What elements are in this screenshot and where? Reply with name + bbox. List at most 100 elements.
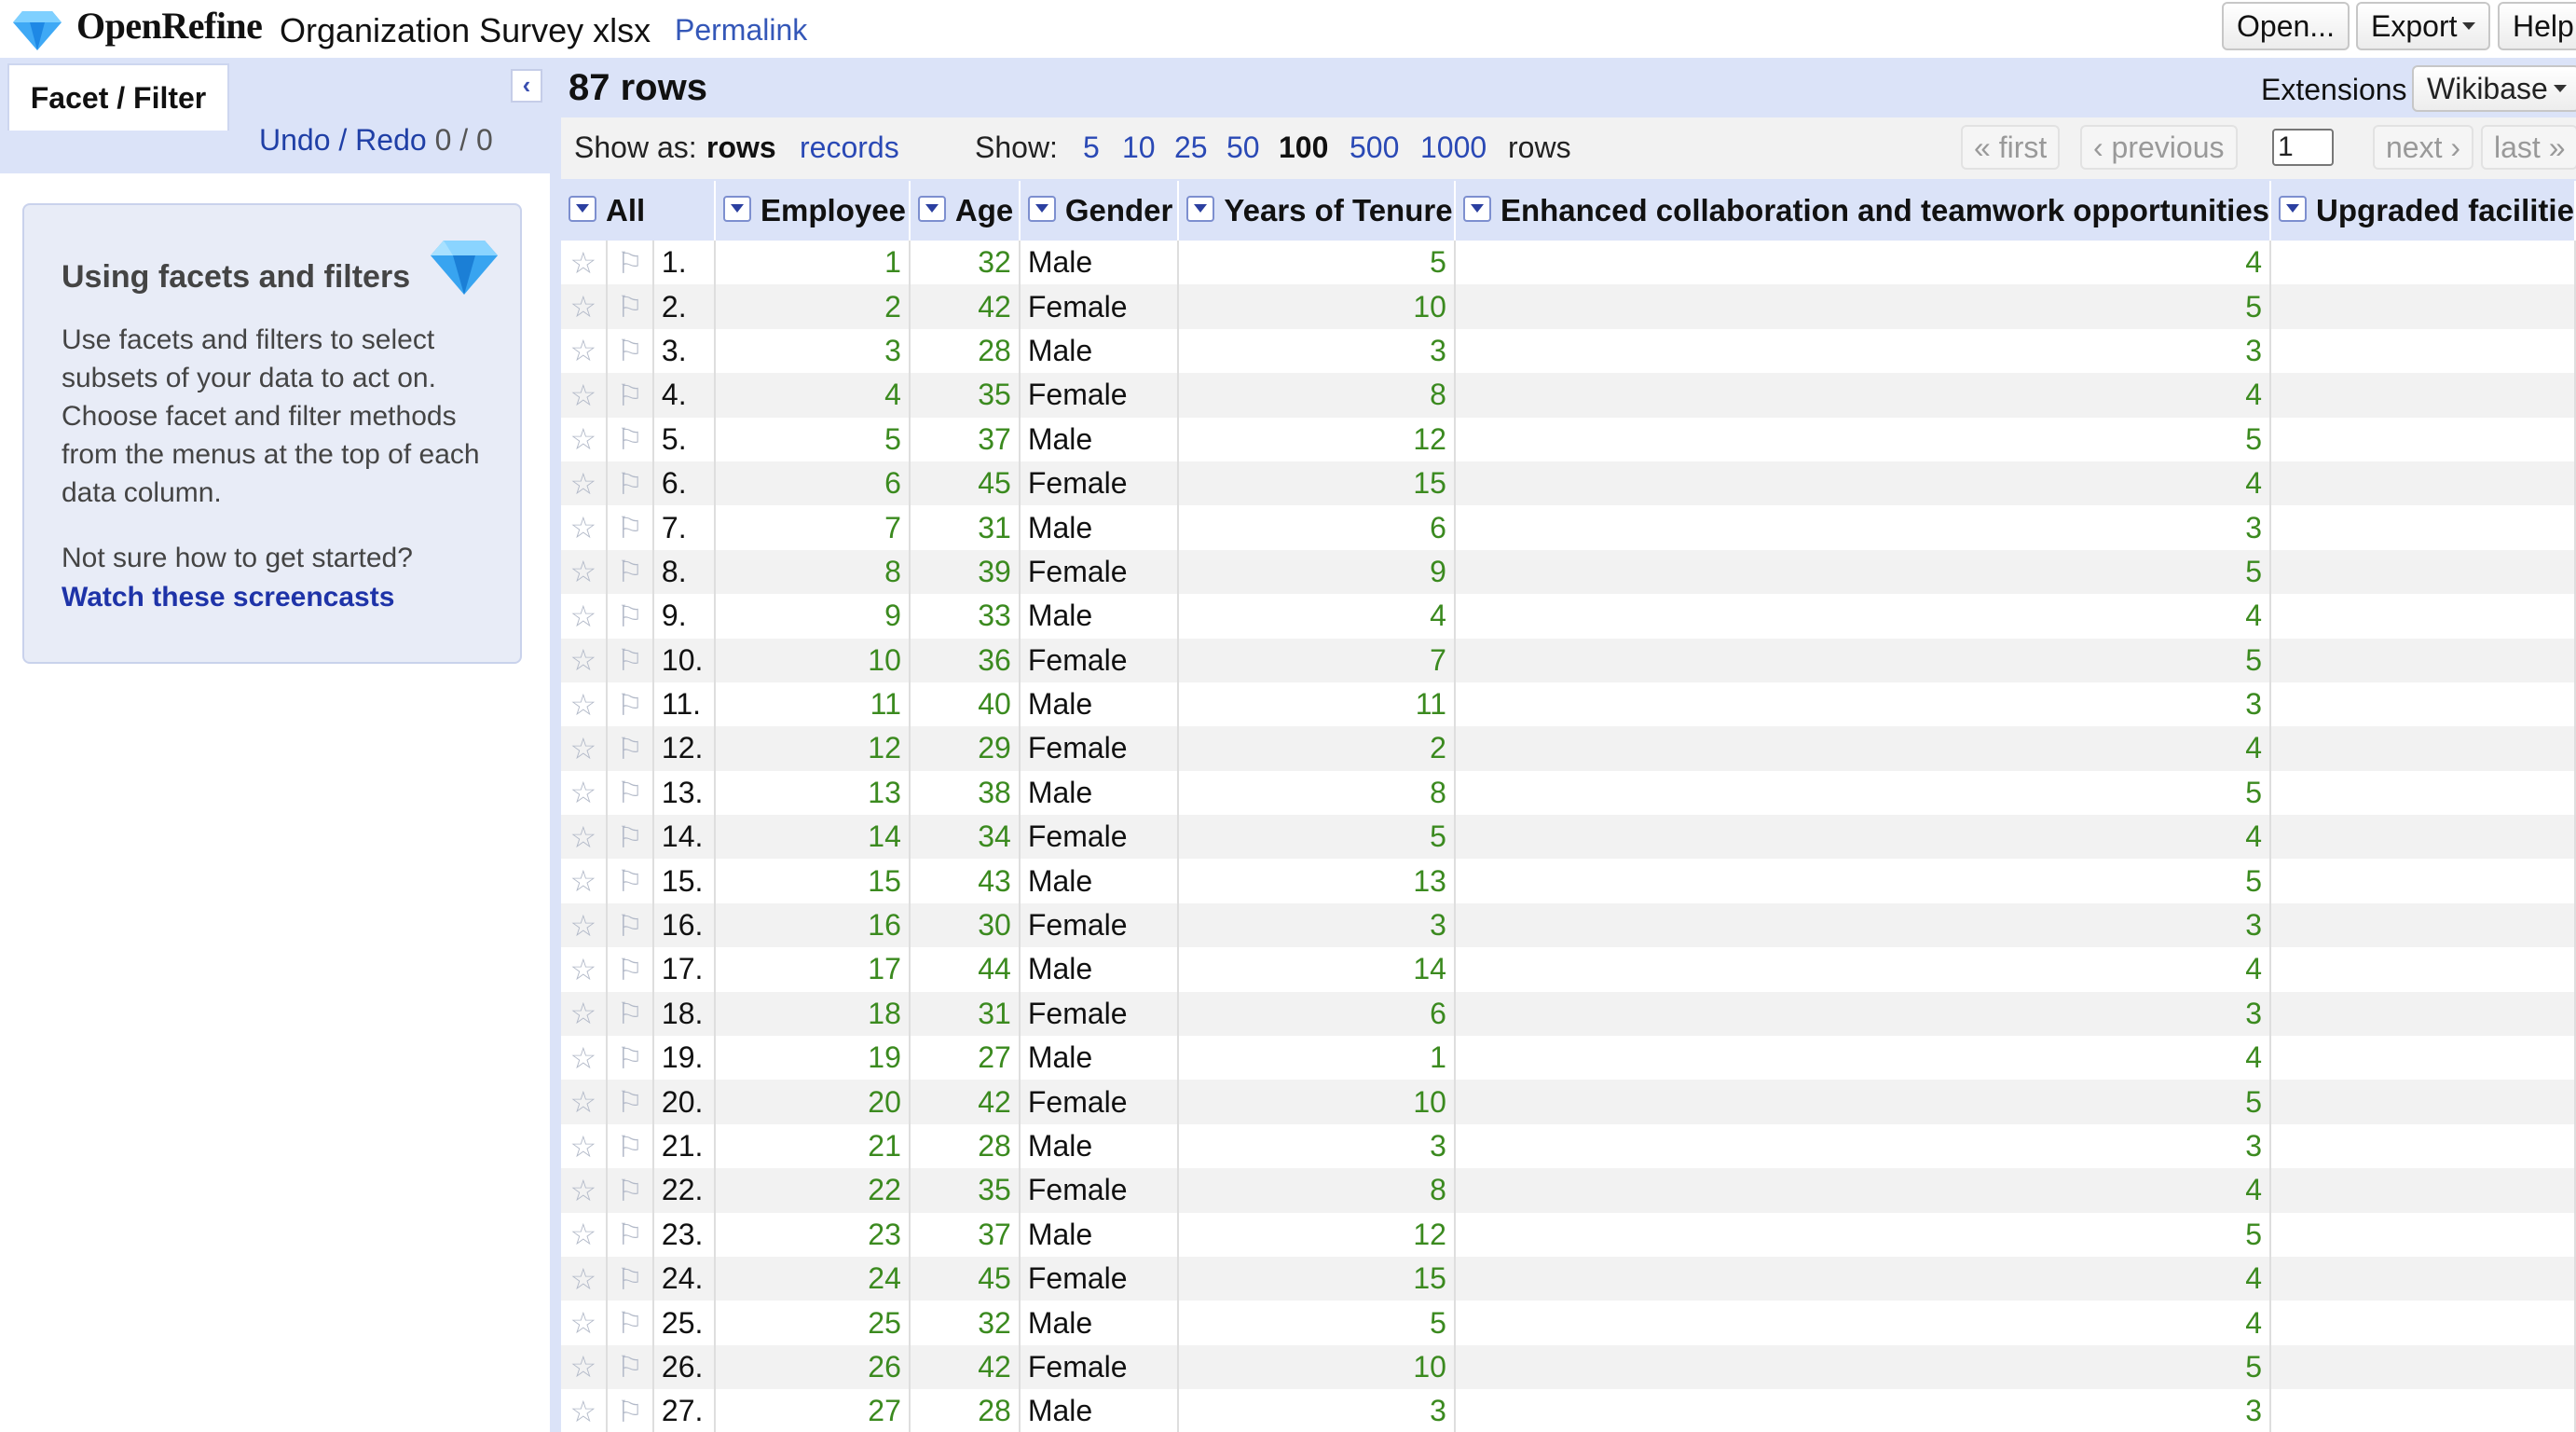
cell-employee[interactable]: 10 — [715, 638, 911, 682]
flag-icon[interactable]: ⚐ — [606, 417, 654, 461]
cell-tenure[interactable]: 2 — [1178, 726, 1456, 771]
page-size-100[interactable]: 100 — [1279, 131, 1329, 164]
cell-gender[interactable]: Male — [1019, 859, 1180, 903]
cell-collaboration[interactable]: 5 — [1454, 638, 2272, 682]
cell-gender[interactable]: Male — [1019, 1389, 1180, 1432]
cell-gender[interactable]: Male — [1019, 328, 1180, 374]
cell-employee[interactable]: 5 — [715, 417, 911, 461]
column-menu-icon[interactable] — [917, 196, 946, 223]
star-icon[interactable]: ☆ — [561, 815, 608, 860]
cell-facilities[interactable] — [2270, 815, 2576, 860]
flag-icon[interactable]: ⚐ — [606, 815, 654, 860]
cell-employee[interactable]: 20 — [715, 1080, 911, 1124]
cell-gender[interactable]: Female — [1019, 549, 1180, 595]
cell-tenure[interactable]: 8 — [1178, 1168, 1456, 1213]
cell-collaboration[interactable]: 5 — [1454, 549, 2272, 595]
cell-facilities[interactable] — [2270, 991, 2576, 1037]
cell-collaboration[interactable]: 4 — [1454, 241, 2272, 285]
undo-redo-tab[interactable]: Undo / Redo 0 / 0 — [259, 123, 493, 158]
flag-icon[interactable]: ⚐ — [606, 682, 654, 727]
redo-link[interactable]: Redo — [355, 123, 427, 157]
cell-age[interactable]: 43 — [909, 859, 1021, 903]
column-header-collaboration[interactable]: Enhanced collaboration and teamwork oppo… — [1454, 181, 2272, 241]
cell-employee[interactable]: 24 — [715, 1256, 911, 1301]
star-icon[interactable]: ☆ — [561, 1301, 608, 1345]
cell-collaboration[interactable]: 5 — [1454, 284, 2272, 329]
show-as-rows[interactable]: rows — [706, 131, 776, 164]
cell-employee[interactable]: 1 — [715, 241, 911, 285]
cell-gender[interactable]: Female — [1019, 1344, 1180, 1390]
cell-tenure[interactable]: 8 — [1178, 373, 1456, 418]
star-icon[interactable]: ☆ — [561, 461, 608, 506]
column-menu-icon[interactable] — [723, 196, 752, 223]
column-menu-icon[interactable] — [2279, 196, 2308, 223]
cell-age[interactable]: 33 — [909, 594, 1021, 639]
cell-facilities[interactable] — [2270, 505, 2576, 550]
cell-collaboration[interactable]: 3 — [1454, 328, 2272, 374]
flag-icon[interactable]: ⚐ — [606, 726, 654, 771]
flag-icon[interactable]: ⚐ — [606, 328, 654, 374]
cell-collaboration[interactable]: 4 — [1454, 1168, 2272, 1213]
cell-facilities[interactable] — [2270, 1301, 2576, 1345]
flag-icon[interactable]: ⚐ — [606, 1301, 654, 1345]
cell-age[interactable]: 39 — [909, 549, 1021, 595]
cell-collaboration[interactable]: 4 — [1454, 373, 2272, 418]
cell-age[interactable]: 37 — [909, 417, 1021, 461]
star-icon[interactable]: ☆ — [561, 991, 608, 1037]
cell-facilities[interactable] — [2270, 902, 2576, 948]
app-name[interactable]: OpenRefine — [76, 5, 263, 47]
flag-icon[interactable]: ⚐ — [606, 1168, 654, 1213]
star-icon[interactable]: ☆ — [561, 549, 608, 595]
column-header-tenure[interactable]: Years of Tenure — [1178, 181, 1456, 241]
cell-tenure[interactable]: 5 — [1178, 1301, 1456, 1345]
page-size-50[interactable]: 50 — [1226, 131, 1260, 164]
cell-facilities[interactable] — [2270, 373, 2576, 418]
flag-icon[interactable]: ⚐ — [606, 505, 654, 550]
star-icon[interactable]: ☆ — [561, 1080, 608, 1124]
cell-age[interactable]: 27 — [909, 1036, 1021, 1081]
cell-collaboration[interactable]: 4 — [1454, 461, 2272, 506]
cell-facilities[interactable] — [2270, 947, 2576, 992]
column-menu-icon[interactable] — [1186, 196, 1215, 223]
cell-employee[interactable]: 13 — [715, 770, 911, 816]
cell-tenure[interactable]: 6 — [1178, 991, 1456, 1037]
star-icon[interactable]: ☆ — [561, 1036, 608, 1081]
cell-gender[interactable]: Male — [1019, 1301, 1180, 1345]
cell-age[interactable]: 32 — [909, 1301, 1021, 1345]
wikibase-menu-button[interactable]: Wikibase — [2412, 65, 2576, 112]
cell-facilities[interactable] — [2270, 682, 2576, 727]
cell-gender[interactable]: Female — [1019, 638, 1180, 682]
cell-facilities[interactable] — [2270, 461, 2576, 506]
cell-employee[interactable]: 4 — [715, 373, 911, 418]
undo-link[interactable]: Undo — [259, 123, 331, 157]
flag-icon[interactable]: ⚐ — [606, 1123, 654, 1169]
cell-tenure[interactable]: 3 — [1178, 1389, 1456, 1432]
cell-employee[interactable]: 17 — [715, 947, 911, 992]
cell-gender[interactable]: Female — [1019, 991, 1180, 1037]
cell-age[interactable]: 36 — [909, 638, 1021, 682]
open-button[interactable]: Open... — [2222, 2, 2350, 50]
cell-facilities[interactable] — [2270, 241, 2576, 285]
cell-employee[interactable]: 8 — [715, 549, 911, 595]
flag-icon[interactable]: ⚐ — [606, 1256, 654, 1301]
cell-facilities[interactable] — [2270, 726, 2576, 771]
cell-age[interactable]: 31 — [909, 991, 1021, 1037]
page-size-25[interactable]: 25 — [1174, 131, 1208, 164]
cell-facilities[interactable] — [2270, 1212, 2576, 1257]
cell-employee[interactable]: 15 — [715, 859, 911, 903]
column-header-all[interactable]: All — [561, 181, 717, 241]
column-header-employee[interactable]: Employee — [715, 181, 911, 241]
cell-age[interactable]: 42 — [909, 284, 1021, 329]
cell-facilities[interactable] — [2270, 770, 2576, 816]
cell-gender[interactable]: Male — [1019, 947, 1180, 992]
cell-employee[interactable]: 14 — [715, 815, 911, 860]
cell-tenure[interactable]: 10 — [1178, 1344, 1456, 1390]
cell-gender[interactable]: Male — [1019, 1036, 1180, 1081]
help-button[interactable]: Help — [2498, 2, 2576, 50]
show-as-records[interactable]: records — [800, 131, 899, 164]
permalink-link[interactable]: Permalink — [675, 13, 808, 47]
cell-tenure[interactable]: 11 — [1178, 682, 1456, 727]
star-icon[interactable]: ☆ — [561, 284, 608, 329]
star-icon[interactable]: ☆ — [561, 328, 608, 374]
cell-facilities[interactable] — [2270, 594, 2576, 639]
